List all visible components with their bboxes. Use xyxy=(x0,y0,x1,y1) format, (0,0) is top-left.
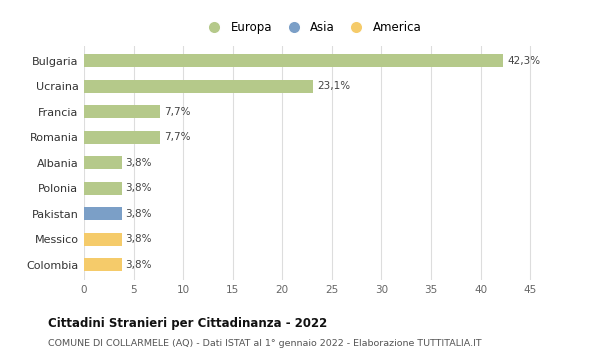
Bar xyxy=(84,182,122,195)
Bar xyxy=(84,131,160,144)
Bar xyxy=(84,258,122,271)
Text: 42,3%: 42,3% xyxy=(507,56,541,66)
Bar xyxy=(84,156,122,169)
Bar xyxy=(84,80,313,93)
Text: 7,7%: 7,7% xyxy=(164,132,191,142)
Text: 3,8%: 3,8% xyxy=(125,183,152,193)
Text: 23,1%: 23,1% xyxy=(317,81,350,91)
Bar xyxy=(84,233,122,246)
Text: Cittadini Stranieri per Cittadinanza - 2022: Cittadini Stranieri per Cittadinanza - 2… xyxy=(48,317,327,330)
Text: 3,8%: 3,8% xyxy=(125,260,152,270)
Text: 7,7%: 7,7% xyxy=(164,107,191,117)
Legend: Europa, Asia, America: Europa, Asia, America xyxy=(198,16,426,38)
Bar xyxy=(84,54,503,67)
Bar xyxy=(84,105,160,118)
Text: 3,8%: 3,8% xyxy=(125,209,152,219)
Text: COMUNE DI COLLARMELE (AQ) - Dati ISTAT al 1° gennaio 2022 - Elaborazione TUTTITA: COMUNE DI COLLARMELE (AQ) - Dati ISTAT a… xyxy=(48,340,482,349)
Text: 3,8%: 3,8% xyxy=(125,234,152,244)
Bar xyxy=(84,207,122,220)
Text: 3,8%: 3,8% xyxy=(125,158,152,168)
